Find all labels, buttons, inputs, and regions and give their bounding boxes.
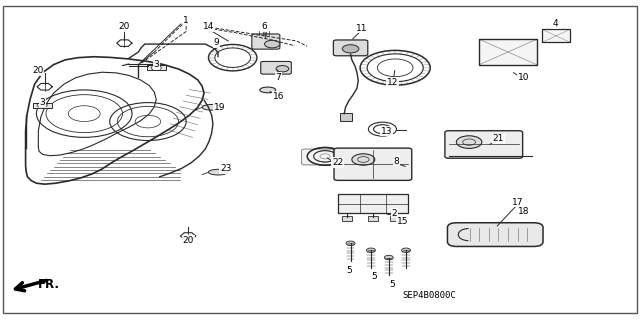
Text: 5: 5	[346, 266, 351, 275]
Bar	[147, 65, 166, 70]
Text: 21: 21	[493, 134, 504, 144]
Circle shape	[342, 45, 359, 53]
Text: 22: 22	[332, 158, 344, 167]
Bar	[541, 29, 570, 42]
FancyBboxPatch shape	[301, 149, 333, 165]
Circle shape	[367, 248, 376, 252]
Text: 20: 20	[118, 22, 130, 31]
Text: 16: 16	[273, 92, 284, 101]
Circle shape	[456, 136, 482, 148]
Text: 11: 11	[356, 24, 367, 33]
FancyBboxPatch shape	[447, 223, 543, 247]
Text: 2: 2	[392, 209, 397, 218]
Text: 18: 18	[518, 207, 530, 216]
Text: 23: 23	[220, 165, 232, 174]
Circle shape	[401, 248, 410, 252]
Text: 1: 1	[183, 16, 189, 25]
Ellipse shape	[260, 87, 276, 93]
Bar	[368, 216, 378, 221]
Text: 7: 7	[276, 73, 282, 82]
Bar	[390, 216, 400, 221]
FancyBboxPatch shape	[252, 34, 280, 49]
Text: 14: 14	[203, 22, 214, 31]
Bar	[342, 216, 353, 221]
FancyBboxPatch shape	[334, 148, 412, 180]
Bar	[33, 103, 52, 108]
Text: 5: 5	[390, 280, 396, 289]
Bar	[479, 39, 537, 65]
Text: 5: 5	[371, 272, 377, 281]
Text: 17: 17	[512, 198, 524, 207]
Text: 6: 6	[262, 22, 268, 31]
Text: SEP4B0800C: SEP4B0800C	[403, 291, 456, 300]
Text: 8: 8	[394, 157, 399, 166]
Text: 9: 9	[213, 38, 219, 47]
Circle shape	[346, 241, 355, 246]
Text: 13: 13	[381, 127, 393, 136]
Circle shape	[276, 66, 289, 72]
Text: 4: 4	[553, 19, 559, 28]
Ellipse shape	[202, 105, 221, 110]
Text: 12: 12	[387, 78, 398, 86]
Text: 3: 3	[39, 98, 45, 107]
FancyBboxPatch shape	[445, 131, 523, 158]
FancyBboxPatch shape	[260, 62, 291, 74]
Bar	[338, 194, 408, 213]
Circle shape	[385, 255, 394, 260]
Text: 20: 20	[32, 66, 44, 76]
Text: 10: 10	[518, 73, 530, 82]
Text: 15: 15	[397, 217, 408, 226]
Text: 20: 20	[182, 236, 194, 245]
Circle shape	[264, 40, 280, 48]
Ellipse shape	[209, 169, 228, 175]
Text: 3: 3	[154, 60, 159, 69]
Circle shape	[352, 154, 375, 165]
FancyBboxPatch shape	[333, 40, 368, 56]
Text: 19: 19	[214, 103, 226, 112]
Bar	[340, 113, 352, 121]
Text: FR.: FR.	[38, 278, 60, 291]
